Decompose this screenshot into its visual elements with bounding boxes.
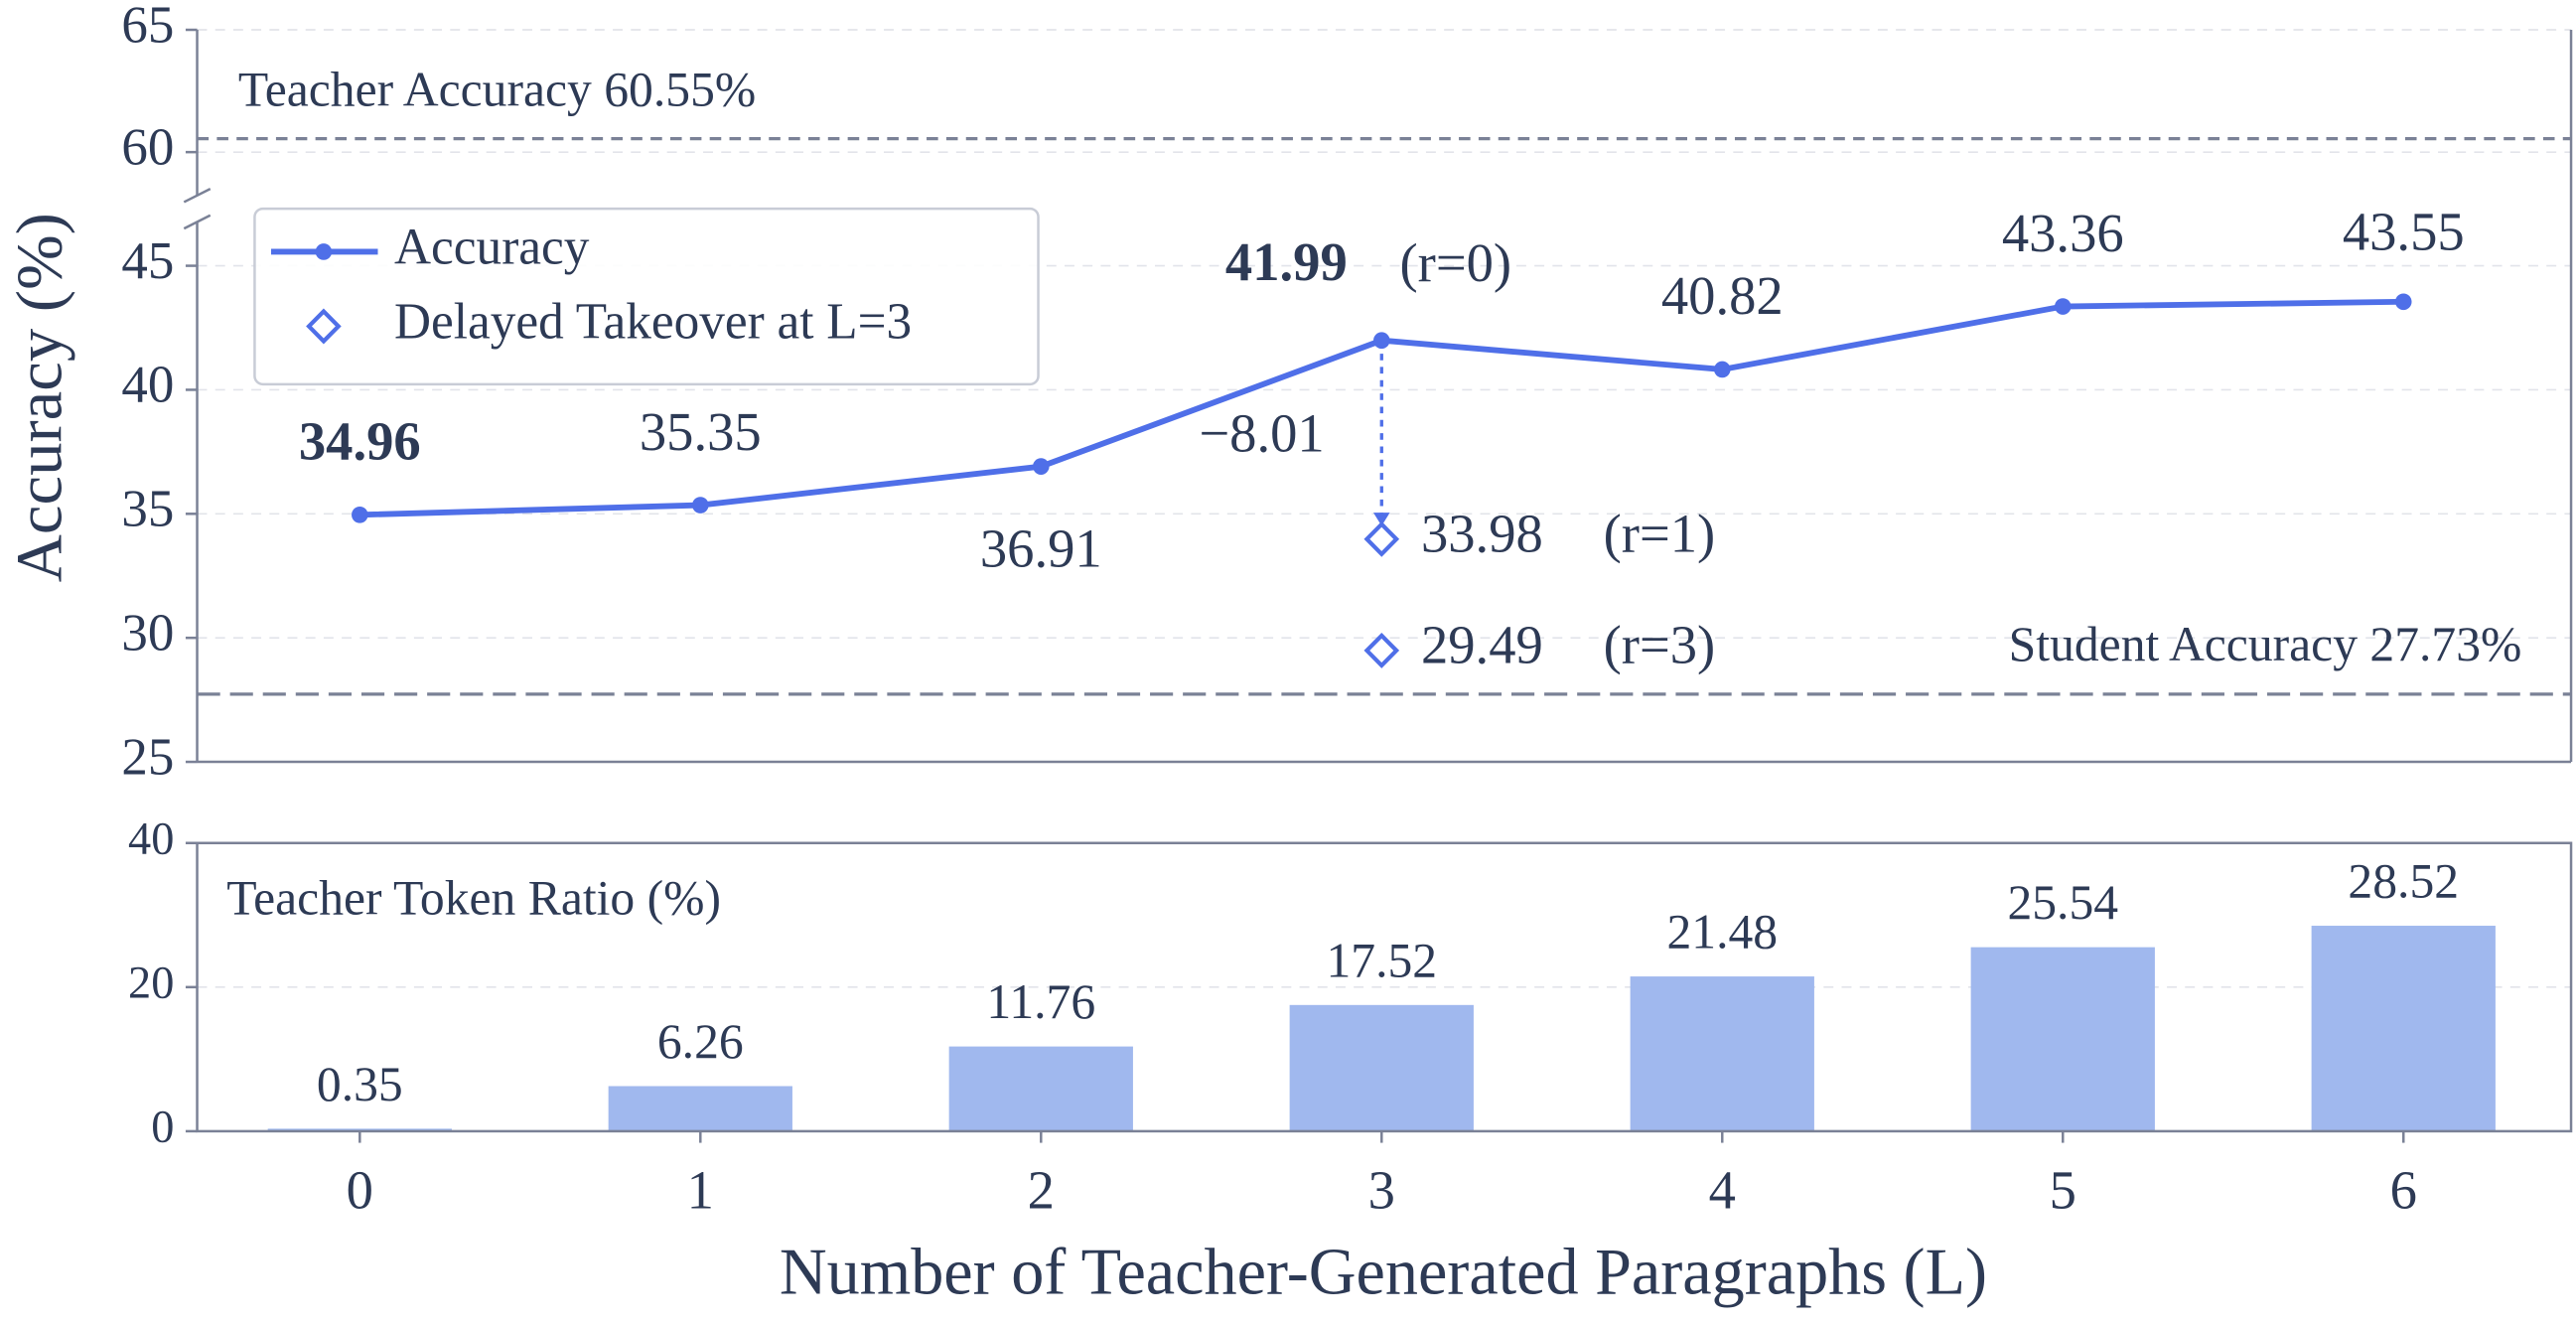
bar: [267, 1128, 452, 1131]
y-tick-label: 40: [128, 813, 174, 864]
axis-break: [183, 187, 212, 204]
y-tick-label: 40: [121, 356, 174, 413]
y-tick-label: 60: [121, 118, 174, 176]
x-tick-label: 6: [2390, 1159, 2417, 1220]
value-label: 21.48: [1666, 904, 1778, 958]
x-tick-label: 5: [2050, 1159, 2076, 1220]
point: [1373, 332, 1390, 350]
legend-label: Accuracy: [394, 219, 590, 275]
point: [1714, 361, 1731, 378]
legend-label: Delayed Takeover at L=3: [394, 293, 912, 350]
bar: [608, 1086, 792, 1131]
value-label: 43.55: [2343, 201, 2465, 261]
value-label: 29.49: [1421, 614, 1543, 674]
value-label: 11.76: [986, 974, 1095, 1029]
point: [1363, 632, 1400, 668]
x-tick-label: 0: [347, 1159, 373, 1220]
legend-box: [253, 207, 1040, 386]
reference-label: Student Accuracy 27.73%: [2009, 617, 2522, 671]
y-tick-label: 30: [121, 604, 174, 662]
x-tick-label: 3: [1368, 1159, 1395, 1220]
x-tick-label: 4: [1709, 1159, 1736, 1220]
value-label: 28.52: [2348, 853, 2459, 908]
value-label: 40.82: [1661, 265, 1784, 326]
value-label: 6.26: [657, 1014, 744, 1069]
panel-title: Teacher Token Ratio (%): [226, 870, 721, 925]
y-tick-label: 0: [151, 1102, 174, 1152]
x-axis-label: Number of Teacher-Generated Paragraphs (…: [780, 1236, 1987, 1308]
x-tick-label: 1: [687, 1159, 714, 1220]
y-tick-label: 20: [128, 957, 174, 1008]
legend-swatch: [315, 243, 333, 260]
value-label: 33.98: [1421, 503, 1543, 563]
annotation: (r=3): [1604, 614, 1716, 674]
point: [2394, 293, 2412, 311]
value-label: 25.54: [2007, 875, 2118, 930]
point: [352, 506, 368, 523]
arrow-head: [1373, 513, 1390, 526]
axis-frame: [196, 841, 2573, 1133]
value-label: 34.96: [299, 410, 421, 471]
point: [1363, 520, 1400, 557]
y-tick-label: 25: [121, 728, 174, 786]
value-label: 41.99: [1225, 231, 1348, 292]
reference-label: Teacher Accuracy 60.55%: [238, 62, 756, 116]
value-label: 17.52: [1326, 933, 1437, 987]
point: [2054, 298, 2072, 315]
value-label: 0.35: [317, 1057, 403, 1111]
bar: [1289, 1004, 1474, 1131]
value-label: 43.36: [2002, 203, 2124, 263]
y-tick-label: 35: [121, 480, 174, 537]
annotation: −8.01: [1199, 402, 1324, 463]
point: [1033, 458, 1050, 475]
annotation: (r=1): [1604, 503, 1716, 563]
y-axis-label: Accuracy (%): [4, 213, 76, 582]
axis-break: [183, 214, 212, 230]
annotation: (r=0): [1399, 232, 1511, 293]
point: [692, 497, 709, 514]
y-tick-label: 45: [121, 232, 174, 290]
y-tick-label: 65: [121, 0, 174, 54]
bar: [948, 1046, 1133, 1131]
x-tick-label: 2: [1028, 1159, 1055, 1220]
bar: [1630, 976, 1814, 1131]
legend-swatch: [306, 308, 342, 345]
bar: [2311, 926, 2496, 1131]
bar: [1970, 947, 2155, 1131]
value-label: 36.91: [980, 517, 1102, 578]
value-label: 35.35: [640, 401, 762, 462]
